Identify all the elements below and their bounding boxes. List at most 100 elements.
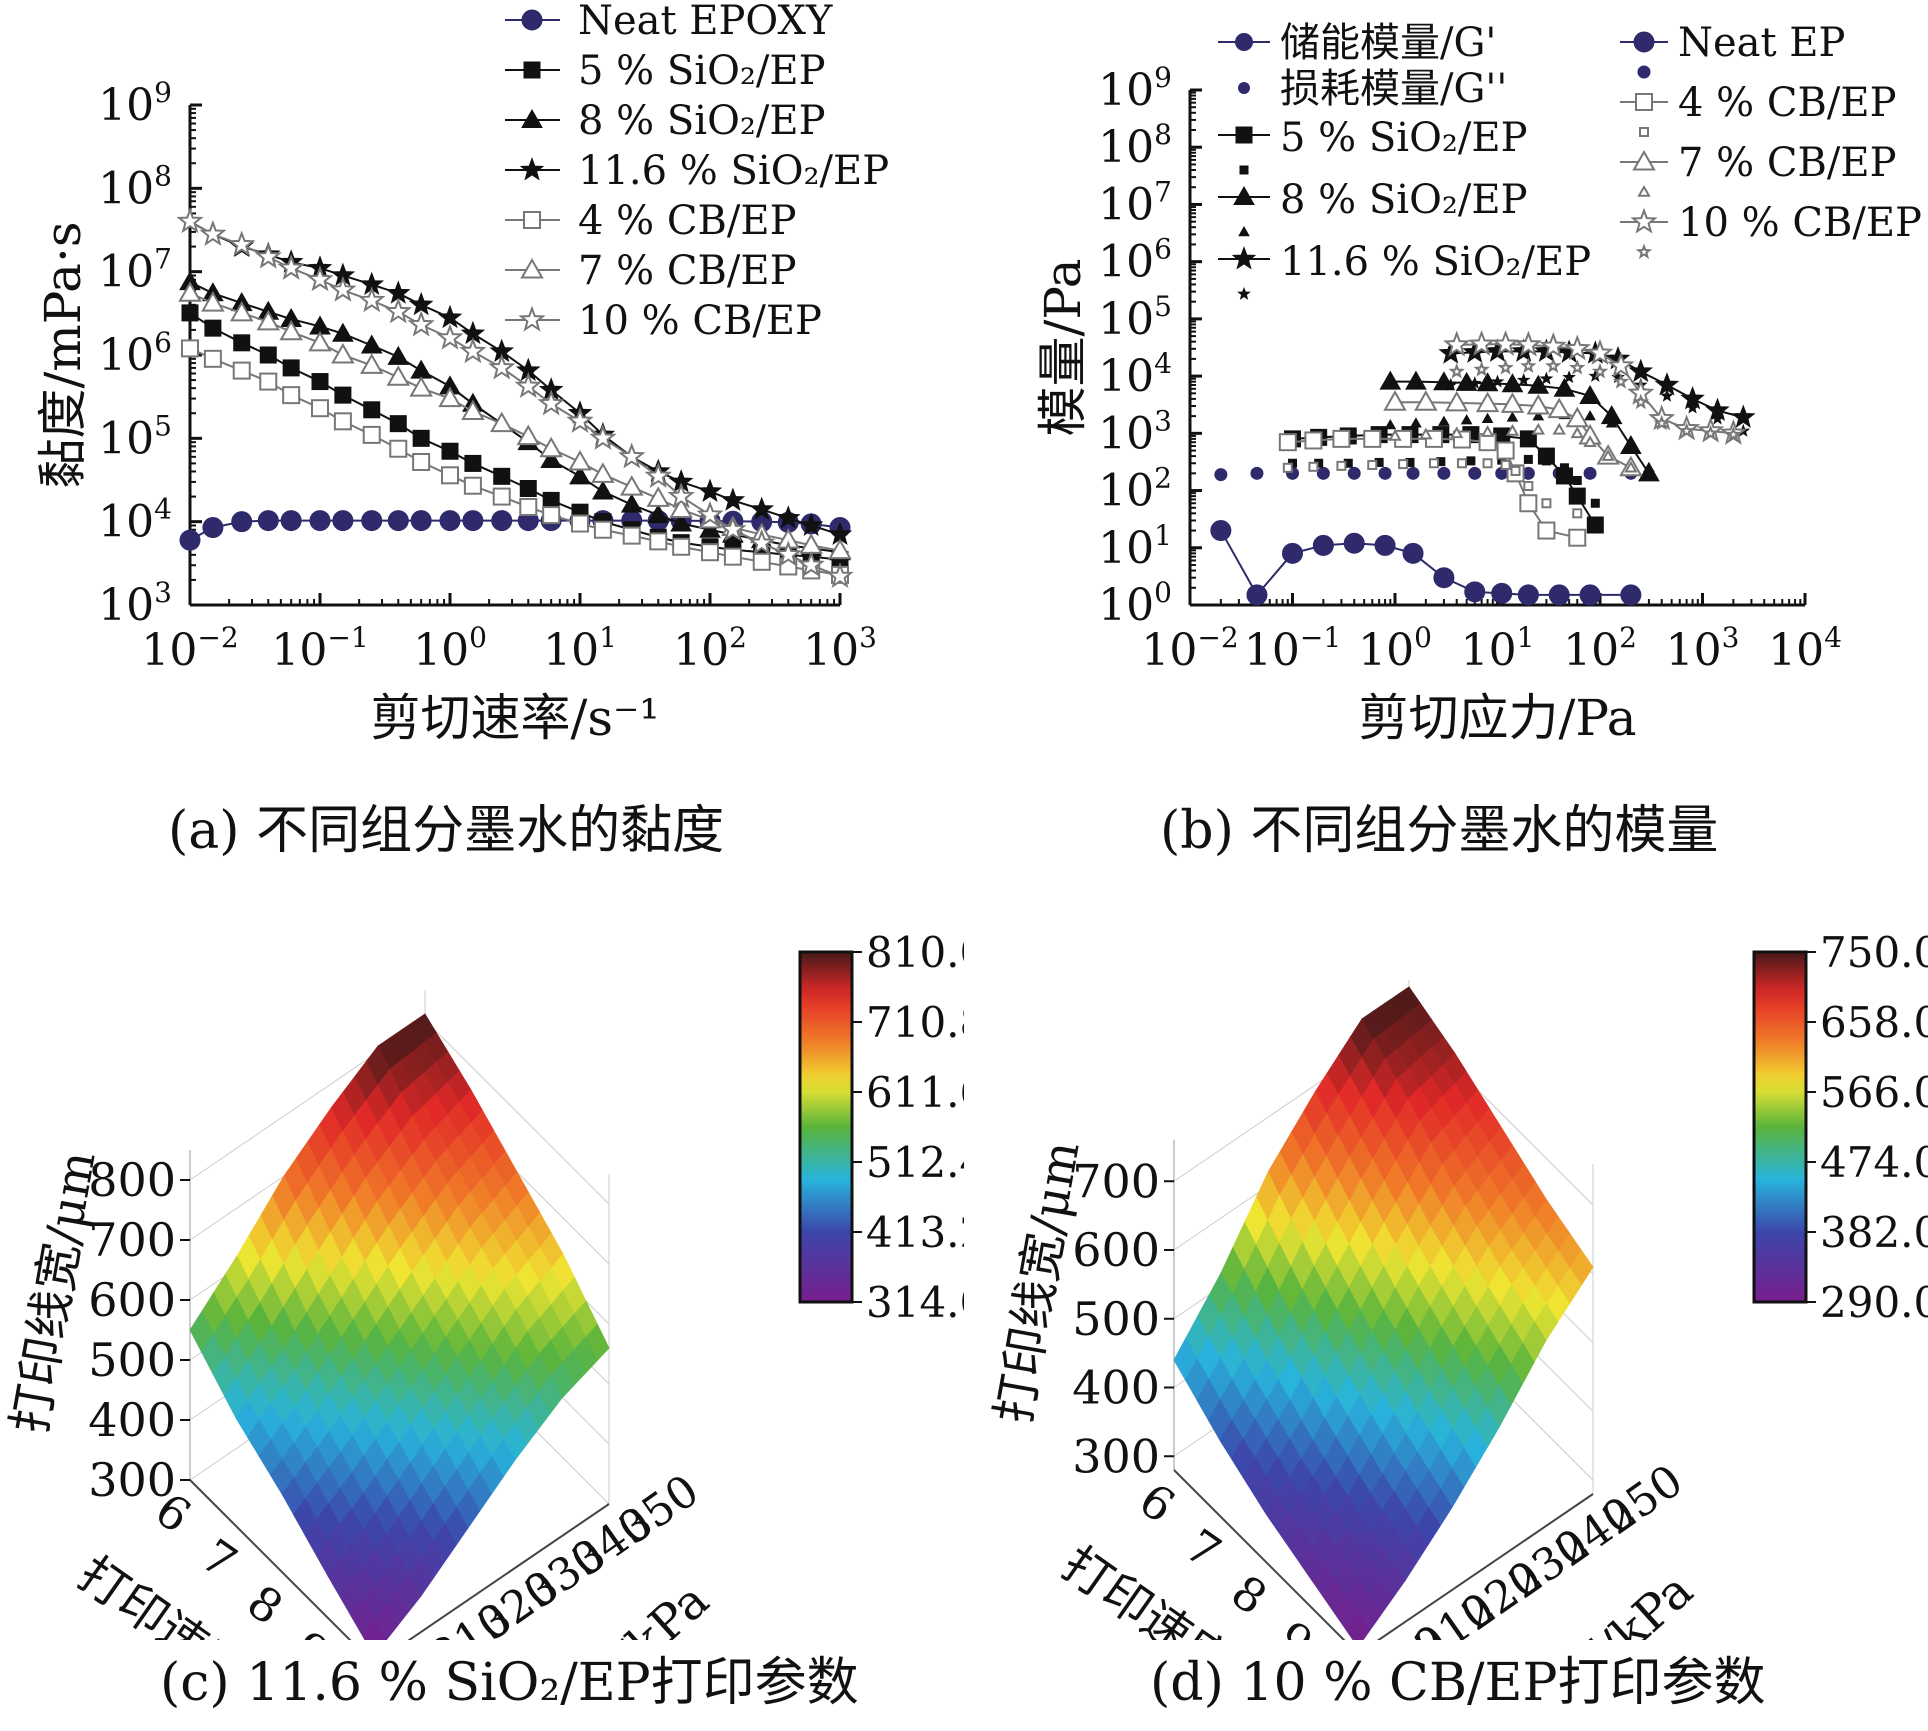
legend-marker — [1235, 126, 1253, 144]
data-point — [306, 265, 334, 292]
data-point — [282, 359, 300, 377]
data-point — [360, 353, 384, 374]
data-point — [1456, 458, 1467, 469]
legend-item: 11.6 % SiO₂/EP — [505, 148, 889, 194]
data-point — [332, 510, 354, 532]
x-tick-label: 101 — [543, 621, 617, 676]
data-point — [1539, 371, 1554, 385]
y-tick-label: 108 — [98, 159, 172, 214]
data-point — [720, 487, 746, 511]
surface-chart-cb: 300400500600700678910200210220230240250打… — [986, 928, 1928, 1731]
data-point — [1591, 362, 1609, 379]
data-point — [331, 342, 355, 364]
data-point — [386, 365, 410, 386]
data-point — [719, 515, 747, 542]
legend-marker — [1635, 243, 1653, 260]
data-point — [362, 425, 381, 444]
x-tick-label: 7 — [1176, 1518, 1231, 1579]
legend-item: 8 % SiO₂/EP — [505, 98, 826, 144]
legend-marker — [1633, 31, 1655, 53]
x-tick-label: 103 — [1666, 621, 1740, 676]
data-point — [1443, 377, 1458, 391]
legend-label: 7 % CB/EP — [1678, 140, 1896, 186]
z-tick-label: 500 — [88, 1333, 176, 1387]
data-point — [571, 514, 589, 533]
x-tick-label: 10−1 — [271, 621, 368, 676]
legend-marker — [1637, 65, 1651, 79]
colorbar-tick-label: 810.0 — [866, 928, 964, 977]
data-point — [1467, 329, 1496, 356]
data-point — [412, 452, 431, 471]
data-point — [1343, 532, 1365, 554]
data-point — [384, 297, 412, 324]
x-axis-label: 剪切速率/s⁻¹ — [371, 689, 660, 747]
data-point — [1443, 330, 1471, 357]
y-tick-label: 105 — [98, 409, 172, 464]
data-point — [1584, 410, 1596, 421]
data-point — [1428, 458, 1439, 469]
data-point — [1282, 542, 1303, 564]
data-point — [592, 480, 614, 500]
data-point — [233, 334, 251, 352]
legend-item: 5 % SiO₂/EP — [505, 48, 826, 94]
legend-item: 10 % CB/EP — [505, 298, 822, 344]
data-point — [1620, 584, 1642, 606]
data-point — [1548, 584, 1570, 606]
data-point — [389, 415, 407, 433]
legend-marker — [523, 211, 541, 229]
data-point — [409, 376, 433, 397]
data-point — [203, 349, 222, 368]
y-tick-label: 106 — [98, 326, 172, 381]
data-point — [259, 346, 277, 364]
data-point — [1246, 584, 1268, 606]
data-point — [1468, 466, 1482, 480]
data-point — [1660, 388, 1674, 402]
data-point — [360, 334, 383, 354]
data-point — [387, 510, 409, 532]
data-point — [1433, 567, 1455, 589]
data-point — [1476, 372, 1499, 392]
data-point — [1444, 390, 1469, 412]
series-9 — [1282, 458, 1583, 519]
data-point — [749, 496, 775, 520]
data-point — [826, 562, 854, 589]
viscosity-chart: 10−2 10−1 100 101 102 103 103 104 105 106 107 108 10… — [34, 0, 889, 747]
x-tick-label: 100 — [1358, 621, 1432, 676]
data-point — [461, 399, 485, 420]
data-point — [667, 482, 695, 509]
data-point — [589, 423, 617, 450]
z-tick-label: 400 — [1072, 1361, 1160, 1415]
data-point — [1514, 330, 1543, 357]
data-point — [1500, 392, 1525, 413]
legend-marker — [1231, 246, 1257, 270]
data-point — [1414, 390, 1438, 411]
data-point — [542, 491, 560, 509]
series-6 — [176, 207, 854, 589]
data-point — [311, 373, 329, 391]
data-point — [1383, 390, 1407, 411]
data-point — [1506, 411, 1519, 422]
colorbar-tick-label: 290.0 — [1820, 1278, 1928, 1327]
legend-marker — [1239, 165, 1249, 175]
x-tick-label: 7 — [192, 1528, 247, 1589]
legend-marker — [1639, 127, 1649, 137]
caption-a: (a) 不同组分墨水的黏度 — [168, 801, 725, 861]
x-tick-label: 9 — [1268, 1610, 1323, 1640]
data-point — [591, 462, 615, 483]
legend-marker — [523, 61, 541, 79]
data-point — [774, 540, 802, 567]
data-point — [1363, 429, 1382, 448]
data-point — [1612, 373, 1630, 389]
legend-loss-label: 损耗模量/G'' — [1280, 66, 1507, 112]
data-point — [1586, 338, 1614, 365]
data-point — [204, 319, 222, 337]
data-point — [1624, 460, 1638, 473]
data-point — [1374, 534, 1396, 556]
data-point — [199, 220, 227, 247]
data-point — [1312, 534, 1334, 556]
data-point — [358, 286, 386, 313]
data-point — [488, 353, 516, 380]
data-point — [1552, 422, 1566, 435]
data-point — [334, 386, 352, 404]
data-point — [1398, 459, 1409, 470]
